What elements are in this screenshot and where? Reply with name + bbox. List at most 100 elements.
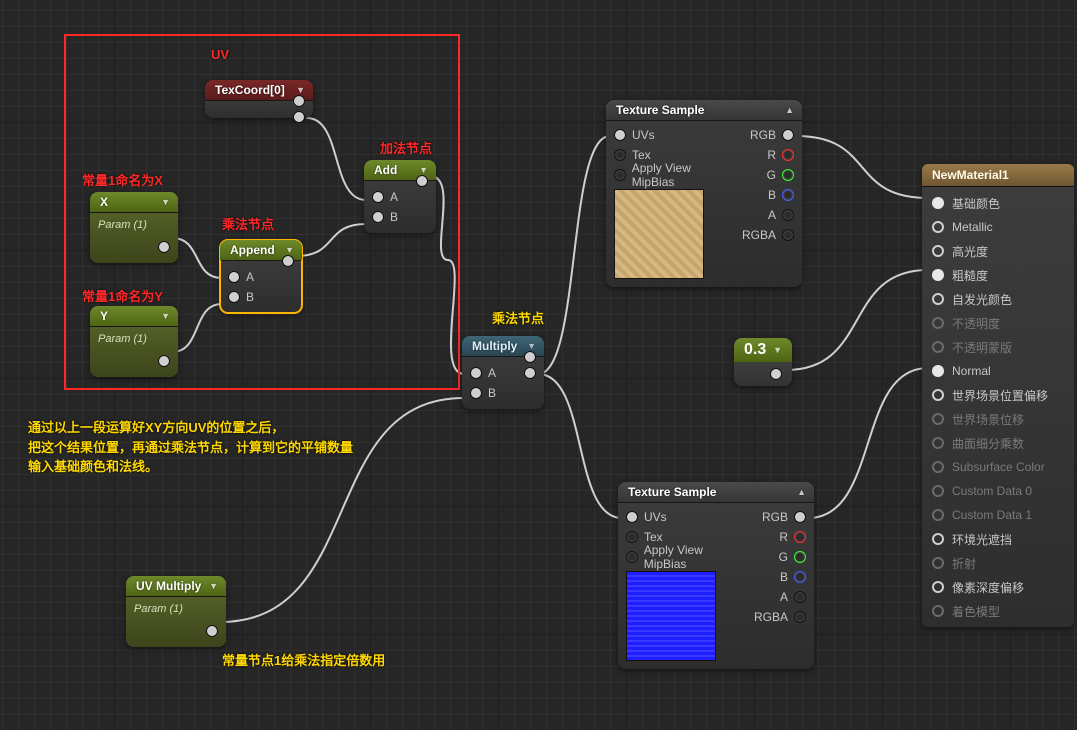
texture-preview-1 [614,189,704,279]
material-pin-2-label: 高光度 [952,243,988,260]
material-pin-7[interactable]: Normal [922,359,1074,383]
pin-mul-out[interactable] [524,367,536,379]
node-add-title: Add [374,163,397,177]
material-pin-7-socket[interactable] [932,365,944,377]
material-pin-0[interactable]: 基础颜色 [922,191,1074,215]
pin-append-b[interactable]: B [246,290,254,304]
material-pin-6: 不透明蒙版 [922,335,1074,359]
material-pin-8[interactable]: 世界场景位置偏移 [922,383,1074,407]
material-pin-14-socket[interactable] [932,533,944,545]
annotation-uv-title: UV [211,47,229,62]
pin-tex2-rgba[interactable] [794,611,806,623]
material-pin-11: Subsurface Color [922,455,1074,479]
material-pin-8-socket[interactable] [932,389,944,401]
node-material-output[interactable]: NewMaterial1 基础颜色Metallic高光度粗糙度自发光颜色不透明度… [922,164,1074,627]
node-texcoord[interactable]: TexCoord[0] ▼ [205,80,313,118]
pin-tex1-a[interactable] [782,209,794,221]
material-pin-13-socket [932,509,944,521]
node-param-uvmultiply[interactable]: UV Multiply▼ Param (1) [126,576,226,647]
node-constant-title: 0.3 [744,341,766,359]
material-pin-4-label: 自发光颜色 [952,291,1012,308]
material-pin-15-label: 折射 [952,555,976,572]
pin-mul-b[interactable]: B [488,386,496,400]
material-pin-17-label: 着色模型 [952,603,1000,620]
pin-tex2-uvs[interactable] [626,511,638,523]
material-pin-1[interactable]: Metallic [922,215,1074,239]
material-pin-13-label: Custom Data 1 [952,508,1032,522]
material-pin-3-socket[interactable] [932,269,944,281]
pin-tex1-rgba[interactable] [782,229,794,241]
chevron-down-icon: ▼ [296,85,305,95]
material-pin-4-socket[interactable] [932,293,944,305]
chevron-down-icon: ▼ [285,245,294,255]
material-pin-16-socket[interactable] [932,581,944,593]
node-param-x[interactable]: X ▼ Param (1) [90,192,178,263]
material-pin-1-socket[interactable] [932,221,944,233]
material-pin-5-label: 不透明度 [952,315,1000,332]
chevron-down-icon: ▼ [161,311,170,321]
chevron-up-icon: ▲ [797,487,806,497]
annotation-append-label: 乘法节点 [222,214,274,233]
node-constant-0-3[interactable]: 0.3 ▼ [734,338,792,386]
node-add[interactable]: Add ▼ A B [364,160,436,233]
node-param-uvm-sub: Param (1) [134,603,218,615]
pin-tex2-b[interactable] [794,571,806,583]
material-pin-15-socket [932,557,944,569]
material-pin-16-label: 像素深度偏移 [952,579,1024,596]
material-pin-9-label: 世界场景位移 [952,411,1024,428]
material-pin-8-label: 世界场景位置偏移 [952,387,1048,404]
material-pin-5: 不透明度 [922,311,1074,335]
material-pin-12: Custom Data 0 [922,479,1074,503]
node-texcoord-title: TexCoord[0] [215,83,285,97]
material-pin-16[interactable]: 像素深度偏移 [922,575,1074,599]
pin-tex1-b[interactable] [782,189,794,201]
material-pin-5-socket [932,317,944,329]
material-pin-10: 曲面细分乘数 [922,431,1074,455]
node-texture-sample-1[interactable]: Texture Sample▲ UVs Tex Apply View MipBi… [606,100,802,287]
pin-tex1-mip[interactable] [614,169,626,181]
material-pin-15: 折射 [922,551,1074,575]
material-pin-6-socket [932,341,944,353]
material-pin-2[interactable]: 高光度 [922,239,1074,263]
pin-tex1-tex[interactable] [614,149,626,161]
pin-tex2-mip[interactable] [626,551,638,563]
chevron-down-icon: ▼ [419,165,428,175]
chevron-up-icon: ▲ [785,105,794,115]
material-pin-17-socket [932,605,944,617]
annotation-add-label: 加法节点 [380,138,432,157]
material-pin-1-label: Metallic [952,220,993,234]
node-append[interactable]: Append▼ A B [220,240,302,313]
pin-mul-a[interactable]: A [488,366,496,380]
material-pin-14[interactable]: 环境光遮挡 [922,527,1074,551]
node-param-x-sub: Param (1) [98,219,170,231]
material-pin-11-label: Subsurface Color [952,460,1045,474]
pin-tex1-uvs[interactable] [614,129,626,141]
node-texture-sample-2[interactable]: Texture Sample▲ UVs Tex Apply View MipBi… [618,482,814,669]
material-pin-11-socket [932,461,944,473]
pin-tex1-g[interactable] [782,169,794,181]
node-multiply[interactable]: Multiply▼ A B [462,336,544,409]
annotation-explain: 通过以上一段运算好XY方向UV的位置之后，把这个结果位置，再通过乘法节点，计算到… [28,418,448,477]
pin-tex2-tex[interactable] [626,531,638,543]
node-multiply-title: Multiply [472,339,517,353]
node-param-x-title: X [100,195,108,209]
node-param-y[interactable]: Y▼ Param (1) [90,306,178,377]
pin-add-a[interactable]: A [390,190,398,204]
material-pin-3[interactable]: 粗糙度 [922,263,1074,287]
chevron-down-icon: ▼ [773,345,782,355]
pin-tex2-a[interactable] [794,591,806,603]
pin-tex2-rgb[interactable] [794,511,806,523]
chevron-down-icon: ▼ [161,197,170,207]
material-pin-2-socket[interactable] [932,245,944,257]
pin-tex2-g[interactable] [794,551,806,563]
pin-tex1-rgb[interactable] [782,129,794,141]
material-pin-4[interactable]: 自发光颜色 [922,287,1074,311]
pin-append-a[interactable]: A [246,270,254,284]
pin-constant-out[interactable] [770,368,782,380]
pin-tex1-r[interactable] [782,149,794,161]
material-pin-7-label: Normal [952,364,991,378]
material-pin-13: Custom Data 1 [922,503,1074,527]
pin-add-b[interactable]: B [390,210,398,224]
pin-tex2-r[interactable] [794,531,806,543]
material-pin-0-socket[interactable] [932,197,944,209]
